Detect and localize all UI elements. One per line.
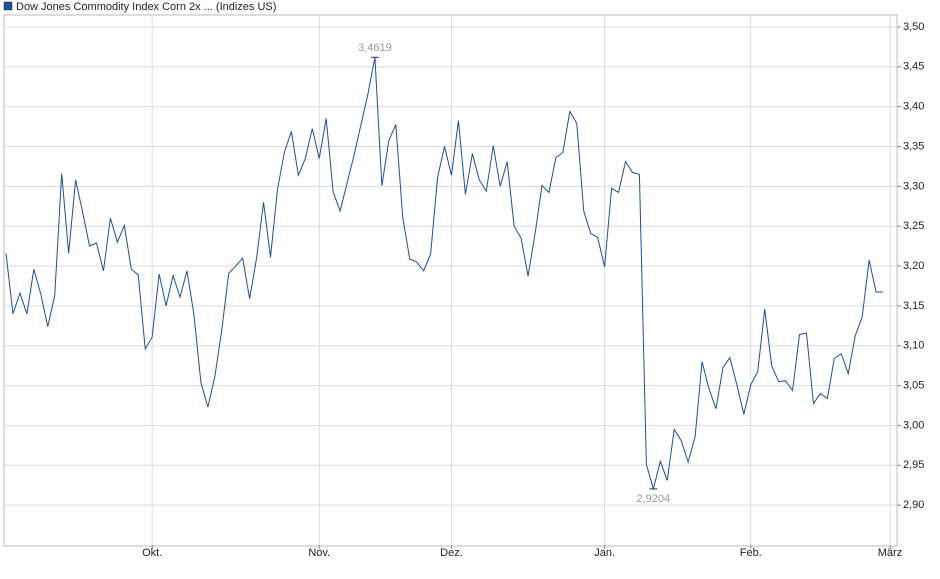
x-tick-label: Okt. xyxy=(142,547,162,559)
value-label: 3,4619 xyxy=(358,42,392,54)
legend-swatch xyxy=(3,1,13,11)
y-tick-label: 3,05 xyxy=(903,380,924,392)
x-tick-label: Nov. xyxy=(308,547,330,559)
y-tick-label: 3,35 xyxy=(903,140,924,152)
y-tick-label: 3,00 xyxy=(903,419,924,431)
y-tick-label: 3,45 xyxy=(903,61,924,73)
x-tick-label: Dez. xyxy=(440,547,463,559)
value-label: 2,9204 xyxy=(637,493,671,505)
x-tick-label: Feb. xyxy=(740,547,762,559)
y-tick-label: 3,10 xyxy=(903,340,924,352)
line xyxy=(5,57,884,491)
y-tick-label: 3,15 xyxy=(903,300,924,312)
y-tick-label: 3,25 xyxy=(903,220,924,232)
plot-area xyxy=(3,14,898,547)
y-tick-label: 3,40 xyxy=(903,101,924,113)
y-tick-label: 2,90 xyxy=(903,499,924,511)
x-tick-label: Jan. xyxy=(594,547,615,559)
y-tick-label: 2,95 xyxy=(903,459,924,471)
x-tick-label: März xyxy=(878,547,902,559)
legend-label: Dow Jones Commodity Index Corn 2x ... (I… xyxy=(16,1,276,13)
y-tick-label: 3,50 xyxy=(903,21,924,33)
y-tick-label: 3,30 xyxy=(903,180,924,192)
y-tick-label: 3,20 xyxy=(903,260,924,272)
